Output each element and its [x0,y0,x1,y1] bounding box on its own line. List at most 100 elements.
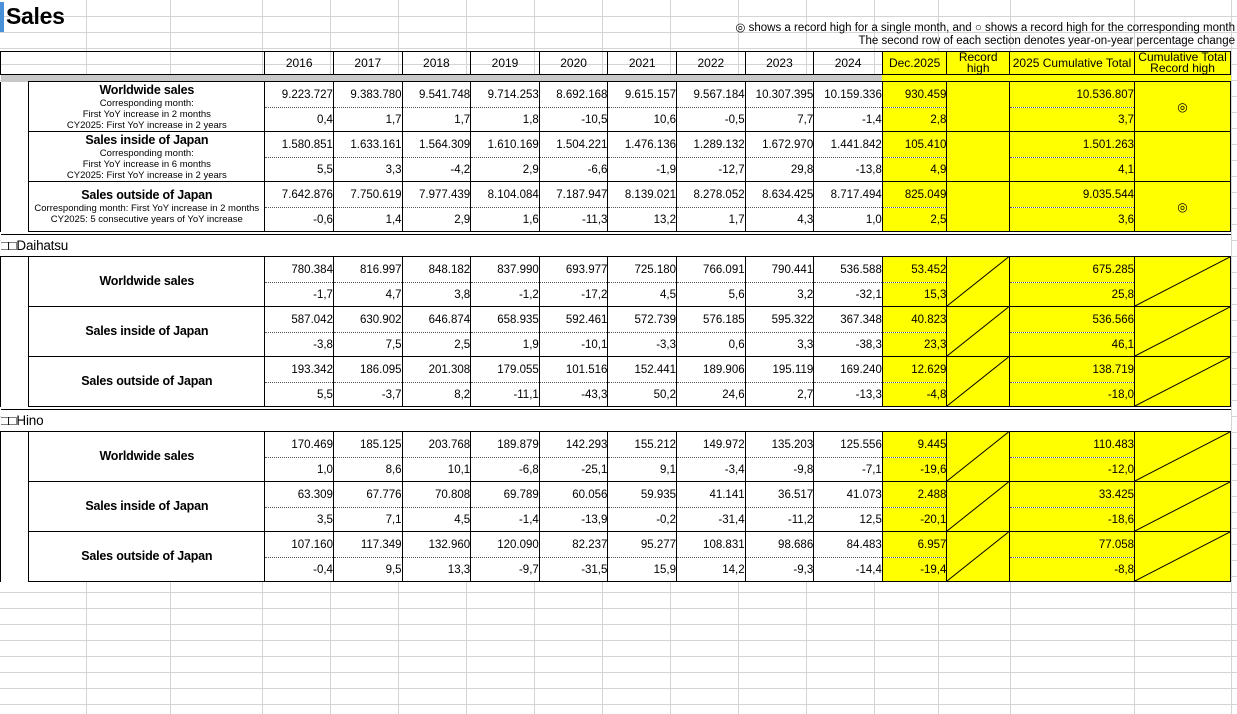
header-year-2021: 2021 [607,51,678,75]
cell-pct-2016: -1,7 [264,282,334,307]
cell-value-2018: 646.874 [401,306,472,333]
cell-pct-2017: 9,5 [332,557,403,582]
cell-month-pct: 23,3 [881,332,948,357]
cell-value-2019: 658.935 [470,306,540,333]
cell-value-2019: 9.714.253 [470,81,540,108]
cell-pct-2022: -12,7 [676,157,746,182]
cell-value-2019: 120.090 [470,531,540,558]
cell-pct-2018: 8,2 [401,382,472,407]
cell-pct-2023: 3,3 [744,332,815,357]
cell-pct-2022: 1,7 [676,207,746,232]
row-gutter [0,431,30,482]
cell-value-2017: 186.095 [332,356,403,383]
cell-pct-2016: 1,0 [264,457,334,482]
band-cell [676,74,746,82]
row-gutter [0,81,30,132]
row-label-title: Worldwide sales [99,82,195,97]
band-cell [607,74,677,82]
table-row: Worldwide sales Corresponding month: First… [0,81,1231,132]
diagonal-strike-icon [947,482,1009,531]
cell-cumulative-pct: 25,8 [1008,282,1136,307]
section-title-row: □□Hino [0,409,1231,432]
table-row: Worldwide sales 170.469 185.125 203.768 189.… [0,431,1231,482]
cell-record-high [946,181,1010,232]
cell-month-pct: -19,4 [881,557,948,582]
sales-table-body: 2016 2017 2018 2019 2020 2021 2022 2023 2024 Dec.… [0,51,1231,582]
cell-value-2016: 9.223.727 [264,81,334,108]
cell-value-2020: 8.692.168 [538,81,609,108]
cell-cumulative-value: 33.425 [1008,481,1136,508]
cell-value-2022: 9.567.184 [676,81,746,108]
cell-pct-2021: 9,1 [607,457,678,482]
cell-cumulative-record-high [1134,531,1231,582]
section-pad-cell [1009,234,1135,257]
header-blank-cell [0,51,266,75]
diagonal-strike-icon [947,257,1009,306]
row-label-title: Sales inside of Japan [85,132,209,147]
cell-cumulative-pct: -8,8 [1008,557,1136,582]
row-label-title: Worldwide sales [99,449,195,463]
cell-value-2023: 1.672.970 [744,131,815,158]
cell-value-2021: 9.615.157 [607,81,678,108]
table-row: Worldwide sales 780.384 816.997 848.182 837.… [0,256,1231,307]
cell-pct-2021: 10,6 [607,107,678,132]
cell-pct-2020: -6,6 [538,157,609,182]
cell-pct-2020: -31,5 [538,557,609,582]
row-label: Sales outside of Japan [28,356,266,407]
row-gutter [0,256,30,307]
cell-month-value: 40.823 [881,306,948,333]
cell-cumulative-value: 77.058 [1008,531,1136,558]
cell-value-2024: 367.348 [813,306,883,333]
cell-value-2016: 170.469 [264,431,334,458]
cell-value-2016: 193.342 [264,356,334,383]
cell-pct-2018: 3,8 [401,282,472,307]
header-cumulative-record-high: Cumulative Total Record high [1134,51,1231,75]
cell-pct-2023: 7,7 [744,107,815,132]
diagonal-strike-icon [1135,432,1230,481]
cell-value-2020: 693.977 [538,256,609,283]
row-label-subline-0: Corresponding month: First YoY increase … [34,203,260,214]
cell-value-2024: 536.588 [813,256,883,283]
section-pad-cell [1134,234,1231,257]
cell-value-2018: 7.977.439 [401,181,472,208]
cell-value-2017: 816.997 [332,256,403,283]
separator-cell [0,231,1231,235]
header-year-2017: 2017 [332,51,403,75]
cell-value-2021: 8.139.021 [607,181,678,208]
header-year-2018: 2018 [401,51,472,75]
cell-value-2018: 70.808 [401,481,472,508]
cell-pct-2020: -11,3 [538,207,609,232]
cell-pct-2016: -0,4 [264,557,334,582]
cell-value-2019: 179.055 [470,356,540,383]
cell-record-high [946,131,1010,182]
cell-pct-2018: 4,5 [401,507,472,532]
cell-pct-2019: -11,1 [470,382,540,407]
cell-value-2019: 69.789 [470,481,540,508]
cell-value-2017: 117.349 [332,531,403,558]
cell-pct-2020: -17,2 [538,282,609,307]
cell-value-2021: 725.180 [607,256,678,283]
table-row: Sales inside of Japan 587.042 630.902 646.8… [0,306,1231,357]
cell-value-2023: 790.441 [744,256,815,283]
table-row: Sales outside of Japan 107.160 117.349 132.… [0,531,1231,582]
cell-cumulative-record-high [1134,256,1231,307]
cell-pct-2023: 4,3 [744,207,815,232]
cell-cumulative-value: 110.483 [1008,431,1136,458]
band-cell [264,74,334,82]
title-row: Sales [0,0,1237,34]
cell-value-2017: 7.750.619 [332,181,403,208]
table-row: Sales inside of Japan Corresponding month… [0,131,1231,182]
cell-pct-2020: -10,5 [538,107,609,132]
cell-pct-2024: 12,5 [813,507,883,532]
cell-value-2016: 1.580.851 [264,131,334,158]
cell-month-pct: -20,1 [881,507,948,532]
header-record-high: Record high [946,51,1010,75]
band-cell [0,74,29,82]
cell-value-2022: 8.278.052 [676,181,746,208]
cell-value-2020: 82.237 [538,531,609,558]
cell-pct-2021: 15,9 [607,557,678,582]
diagonal-strike-icon [1135,307,1230,356]
band-cell [539,74,608,82]
cell-cumulative-pct: -18,6 [1008,507,1136,532]
section-pad-cell [882,234,947,257]
